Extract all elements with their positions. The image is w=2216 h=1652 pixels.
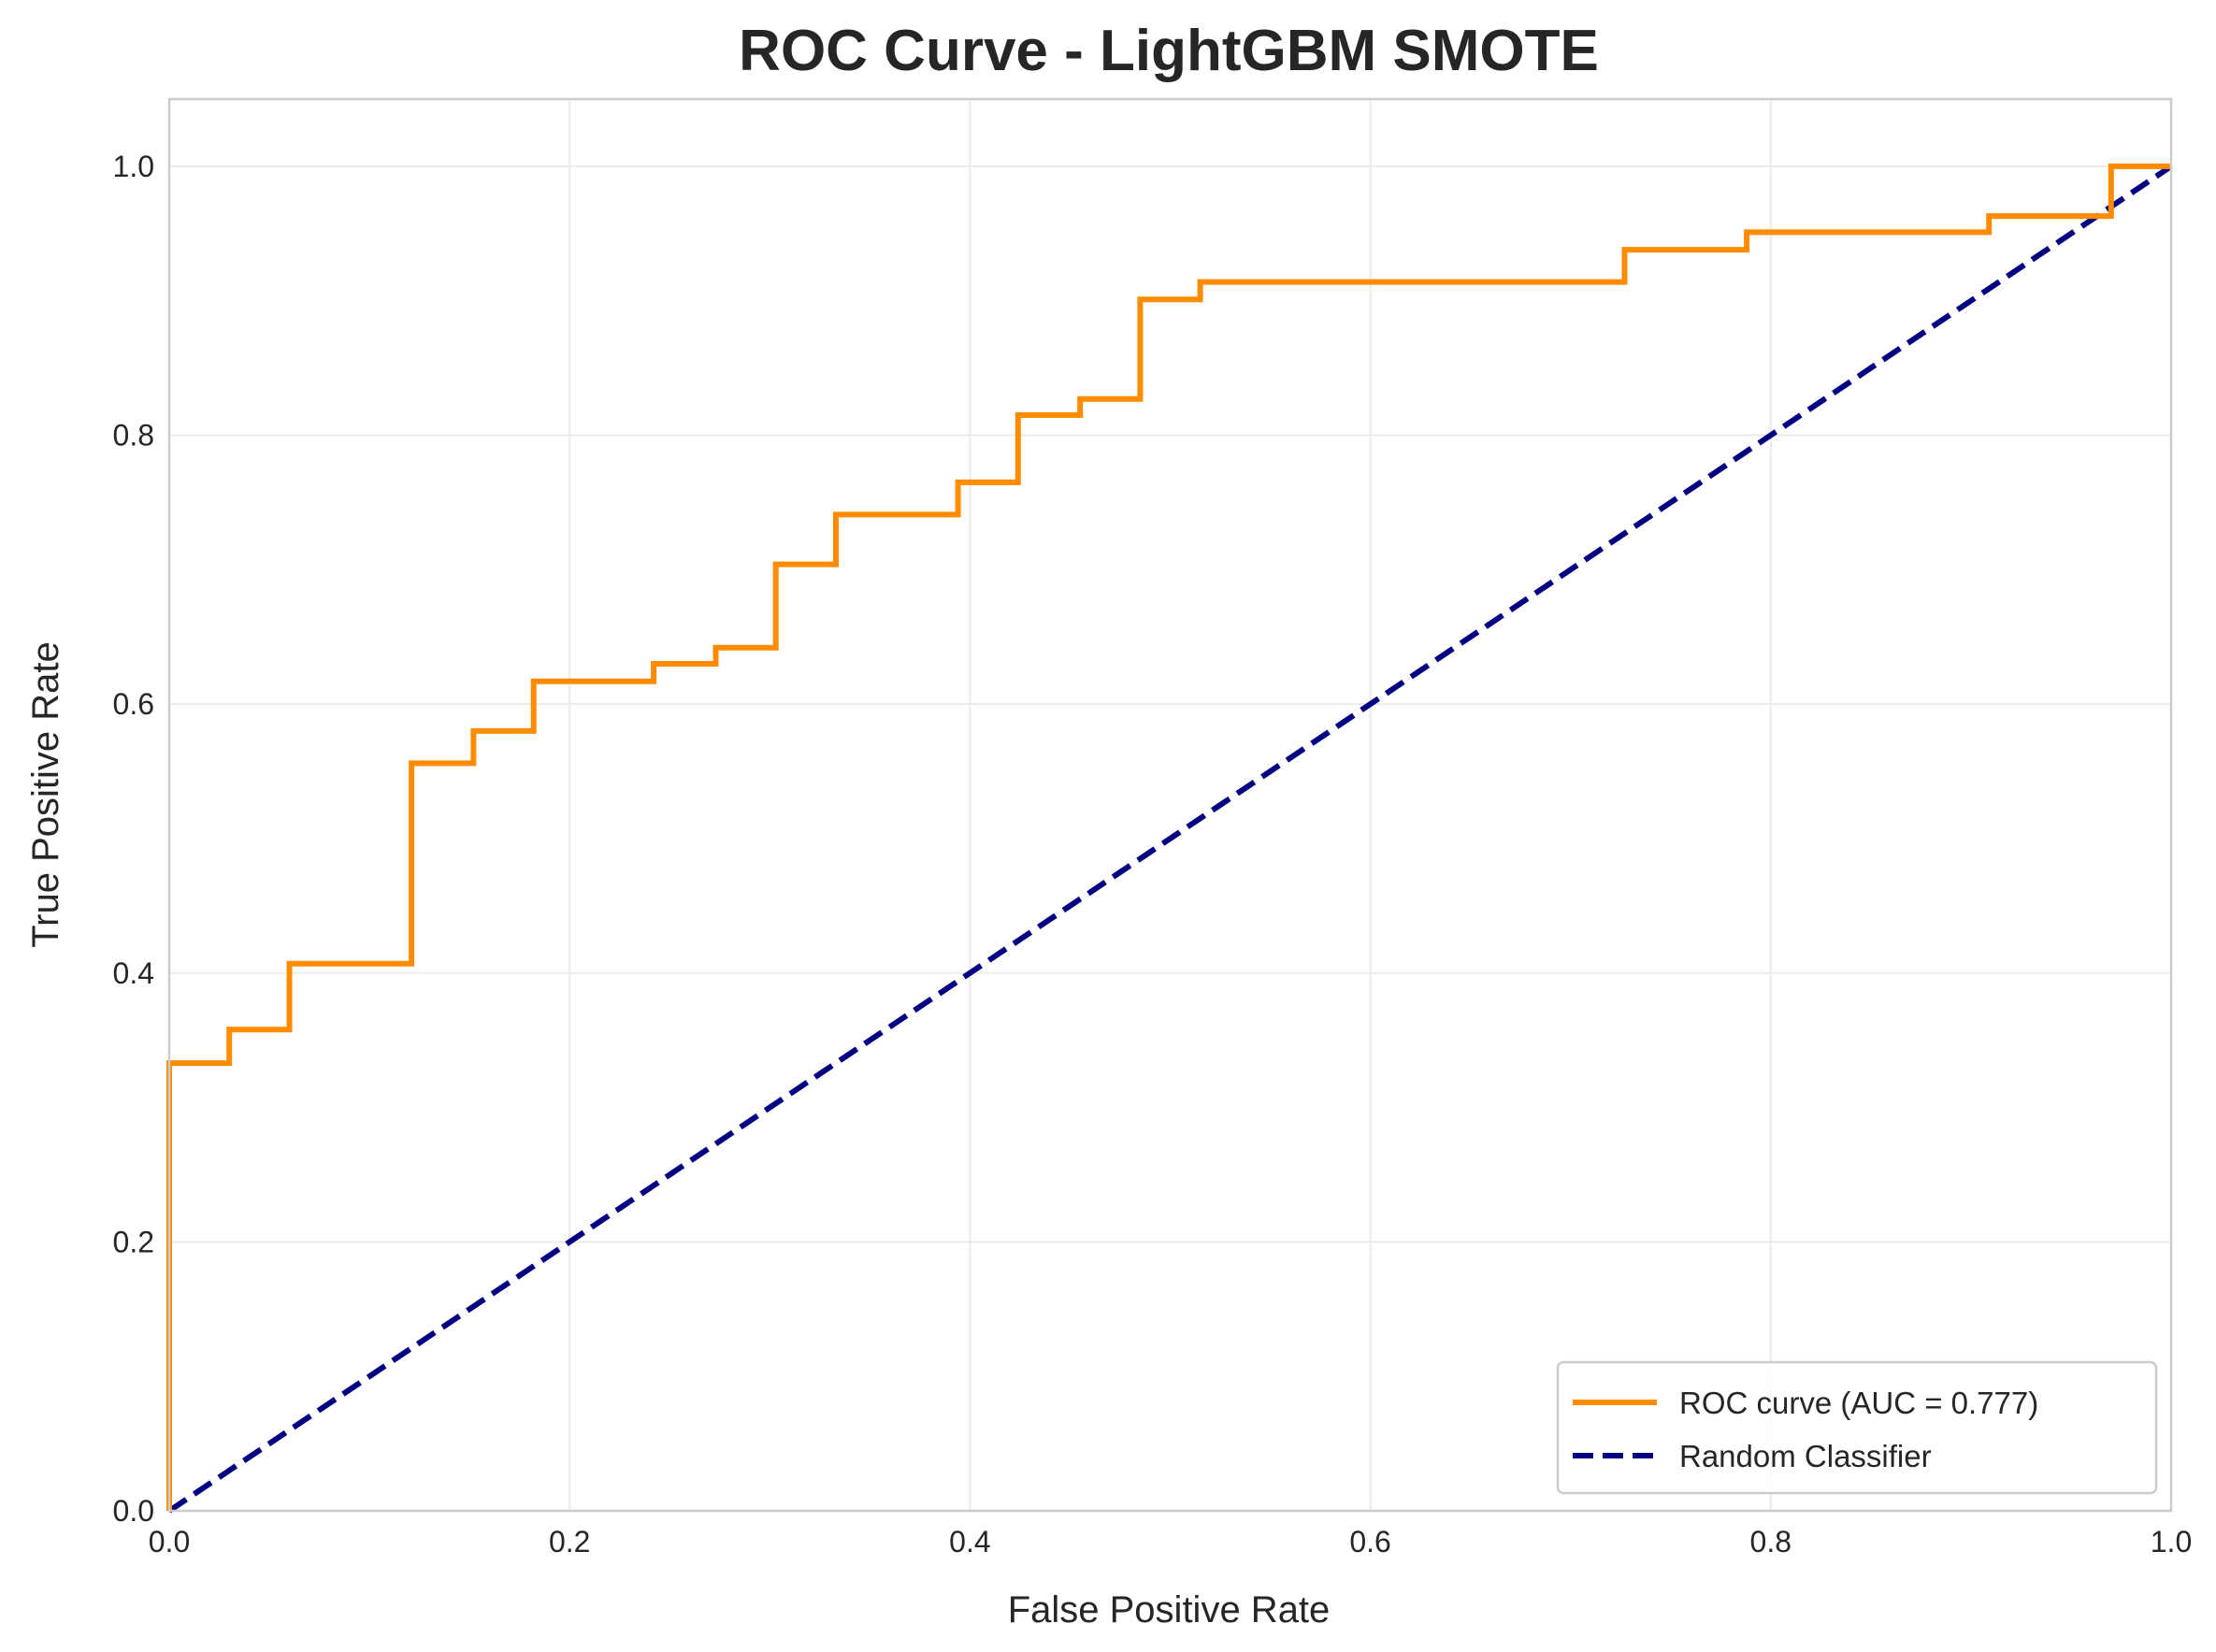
y-axis-label: True Positive Rate [25, 641, 66, 948]
random-classifier-line [167, 164, 2173, 1514]
x-tick-label: 0.2 [549, 1525, 590, 1559]
y-tick-label: 0.6 [113, 687, 154, 721]
legend-label-random: Random Classifier [1679, 1439, 1932, 1473]
x-tick-label: 0.4 [949, 1525, 990, 1559]
tick-labels: 0.0 0.2 0.4 0.6 0.8 1.0 0.0 0.2 0.4 0.6 0.8 1.0 [113, 150, 2193, 1559]
y-tick-label: 0.0 [113, 1494, 154, 1528]
y-tick-label: 0.4 [113, 956, 154, 990]
roc-curve-line [166, 163, 2171, 1511]
y-tick-label: 0.8 [113, 419, 154, 453]
chart-title: ROC Curve - LightGBM SMOTE [739, 19, 1599, 83]
x-tick-label: 0.8 [1750, 1525, 1792, 1559]
x-axis-label: False Positive Rate [1008, 1589, 1331, 1630]
legend: ROC curve (AUC = 0.777) Random Classifier [1556, 1360, 2158, 1495]
series-layer [166, 163, 2173, 1514]
x-tick-label: 0.0 [149, 1525, 190, 1559]
x-tick-label: 1.0 [2151, 1525, 2192, 1559]
y-tick-label: 1.0 [113, 150, 154, 183]
legend-label-roc: ROC curve (AUC = 0.777) [1679, 1386, 2038, 1420]
y-tick-label: 0.2 [113, 1225, 154, 1258]
grid-lines [168, 99, 2172, 1512]
legend-box [1556, 1360, 2158, 1495]
x-tick-label: 0.6 [1349, 1525, 1390, 1559]
plot-frame [167, 97, 2173, 1513]
